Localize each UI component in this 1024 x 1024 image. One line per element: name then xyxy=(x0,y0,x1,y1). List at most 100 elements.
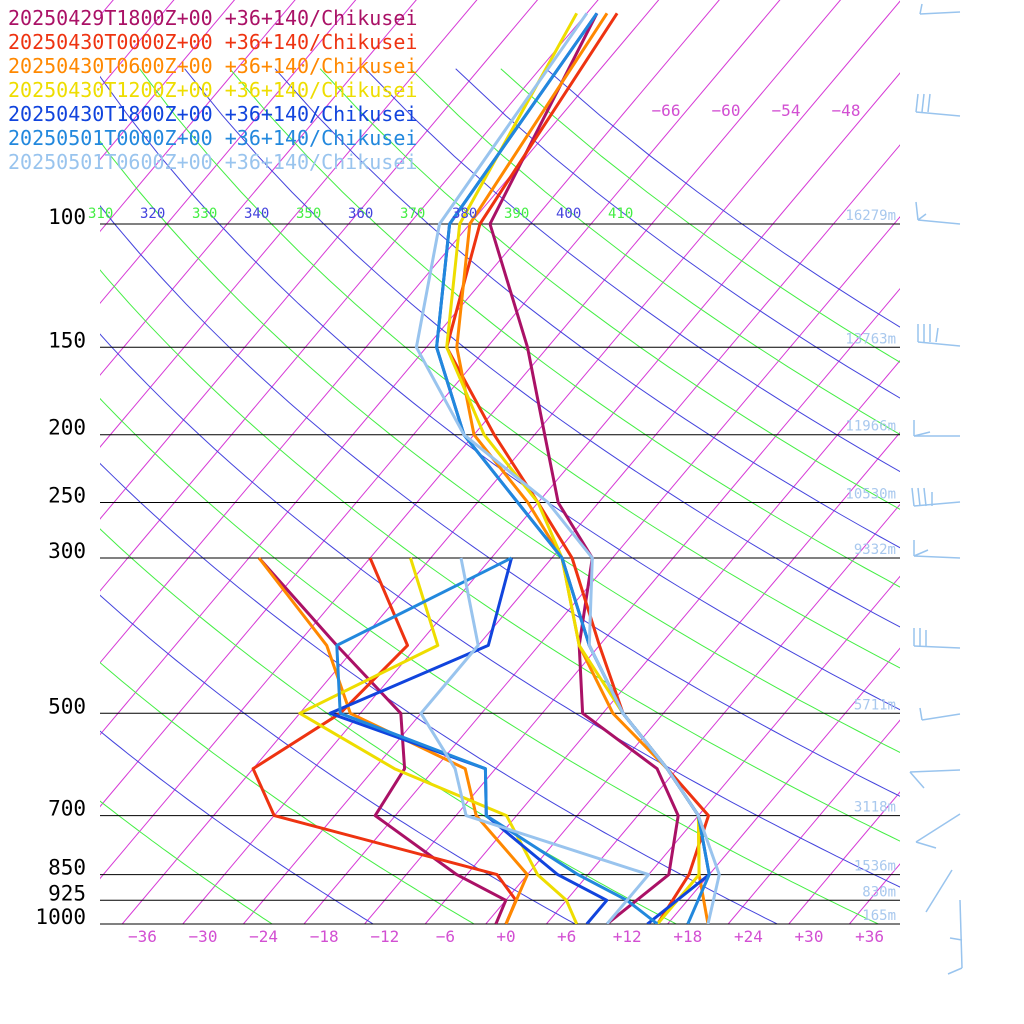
dry-adiabat-line xyxy=(100,661,475,924)
wind-barb-flag xyxy=(949,937,963,941)
pressure-label: 300 xyxy=(48,539,86,563)
temperature-tick-label: +24 xyxy=(734,927,763,946)
wind-barb-icon xyxy=(909,769,961,773)
wind-barb-flag xyxy=(921,93,925,113)
dry-adiabat-line xyxy=(139,68,900,669)
wind-barb-icon xyxy=(959,899,963,969)
wind-barb-flag xyxy=(919,707,923,721)
theta-label: 310 xyxy=(88,206,113,222)
wind-barb-flag xyxy=(917,487,921,507)
legend-item: 20250429T1800Z+00 +36+140/Chikusei xyxy=(8,6,418,30)
temperature-tick-label: +0 xyxy=(496,927,515,946)
isotherm-line xyxy=(485,431,900,924)
temperature-tick-label: −6 xyxy=(436,927,455,946)
wind-barb-flag xyxy=(915,93,919,113)
height-label: 5711m xyxy=(854,697,896,713)
dry-adiabat-line xyxy=(364,68,900,473)
theta-label: 350 xyxy=(296,206,321,222)
dry-adiabat-line xyxy=(274,68,900,549)
pressure-label: 200 xyxy=(48,416,86,440)
dry-adiabat-line xyxy=(229,68,900,588)
isotherm-line xyxy=(788,791,900,924)
legend-item: 20250501T0600Z+00 +36+140/Chikusei xyxy=(8,150,418,174)
theta-label: 360 xyxy=(348,206,373,222)
wind-barb-icon xyxy=(913,645,961,649)
pressure-label: 100 xyxy=(48,205,86,229)
temperature-tick-label: +6 xyxy=(557,927,576,946)
temperature-tick-label: +12 xyxy=(613,927,642,946)
wind-barb-flag xyxy=(915,201,919,221)
legend-item: 20250430T1200Z+00 +36+140/Chikusei xyxy=(8,78,418,102)
dry-adiabat-line xyxy=(100,140,900,754)
wind-barb-icon xyxy=(915,111,961,117)
isotherm-line xyxy=(546,503,900,924)
pressure-label: 500 xyxy=(48,694,86,718)
wind-barb-icon xyxy=(913,555,961,559)
dry-adiabat-line xyxy=(100,800,273,924)
dry-adiabat-line xyxy=(100,269,900,842)
isotherm-line xyxy=(910,0,1024,924)
temperature-profile-line xyxy=(435,12,711,924)
height-label: 13763m xyxy=(845,331,896,347)
pressure-label: 150 xyxy=(48,328,86,352)
theta-label: 340 xyxy=(244,206,269,222)
dewpoint-profile-line xyxy=(257,557,529,924)
temperature-profile-line xyxy=(455,12,710,924)
wind-barb-icon xyxy=(917,219,961,225)
dewpoint-profile-line xyxy=(419,557,651,924)
wind-barb-flag xyxy=(947,967,963,975)
wind-barb-flag xyxy=(915,841,937,849)
wind-barb-icon xyxy=(917,341,961,347)
temperature-tick-label: −24 xyxy=(249,927,278,946)
height-label: 1536m xyxy=(854,859,896,875)
wind-barb-icon xyxy=(913,501,961,507)
wind-barbs xyxy=(909,3,963,975)
theta-label: 390 xyxy=(504,206,529,222)
pressure-label: 925 xyxy=(48,881,86,905)
legend-item: 20250430T0600Z+00 +36+140/Chikusei xyxy=(8,54,418,78)
wind-barb-flag xyxy=(911,487,915,507)
wind-barb-flag xyxy=(923,487,927,507)
upper-temperature-tick-label: −66 xyxy=(652,101,681,120)
temperature-tick-label: −12 xyxy=(370,927,399,946)
pressure-label: 850 xyxy=(48,856,86,880)
wind-barb-icon xyxy=(925,869,953,913)
temperature-profile-line xyxy=(435,12,711,924)
dewpoint-profile-line xyxy=(298,557,579,924)
height-label: 3118m xyxy=(854,800,896,816)
height-label: 830m xyxy=(862,884,896,900)
dry-adiabat-line xyxy=(184,68,900,628)
theta-label: 410 xyxy=(608,206,633,222)
legend: 20250429T1800Z+00 +36+140/Chikusei 202504… xyxy=(8,6,417,174)
dry-adiabat-line xyxy=(100,75,900,711)
isotherm-line xyxy=(424,359,900,924)
temperature-profile-line xyxy=(414,12,721,924)
height-label: 10530m xyxy=(845,487,896,503)
wind-barb-flag xyxy=(909,771,925,789)
temperature-tick-label: −30 xyxy=(189,927,218,946)
pressure-label: 700 xyxy=(48,797,86,821)
dry-adiabat-line xyxy=(500,68,900,363)
theta-label: 380 xyxy=(452,206,477,222)
isotherm-line xyxy=(364,288,900,924)
wind-barb-flag xyxy=(927,93,931,113)
dry-adiabat-line xyxy=(100,528,677,924)
height-label: 16279m xyxy=(845,208,896,224)
isotherm-line xyxy=(667,647,900,924)
theta-label: 370 xyxy=(400,206,425,222)
dewpoint-profile-line xyxy=(257,557,508,924)
legend-item: 20250501T0000Z+00 +36+140/Chikusei xyxy=(8,126,418,150)
dewpoint-profile-line xyxy=(328,557,609,924)
dry-adiabat-line xyxy=(100,462,778,924)
isobar-lines xyxy=(100,223,900,925)
wind-barb-icon xyxy=(919,11,961,15)
theta-label: 400 xyxy=(556,206,581,222)
theta-label: 330 xyxy=(192,206,217,222)
height-label: 9332m xyxy=(854,542,896,558)
temperature-tick-label: +30 xyxy=(795,927,824,946)
wind-barb-flag xyxy=(917,213,927,221)
temperature-tick-label: +18 xyxy=(673,927,702,946)
wind-barb-icon xyxy=(915,813,961,843)
isotherm-line xyxy=(727,719,900,924)
